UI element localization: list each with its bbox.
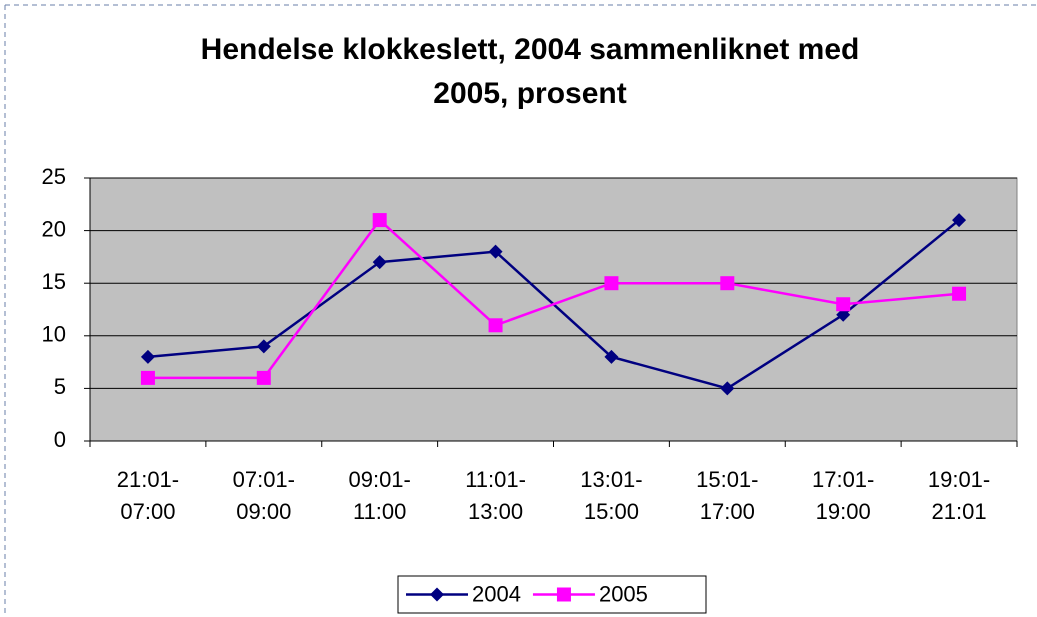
data-point — [488, 318, 503, 333]
data-point — [836, 297, 851, 312]
series-line — [147, 218, 960, 380]
y-tick-label: 5 — [54, 374, 66, 399]
plot-area — [89, 177, 1018, 442]
x-tick-label: 09:01-11:00 — [348, 467, 411, 524]
data-point — [720, 276, 735, 291]
x-tick-label: 17:01-19:00 — [811, 467, 875, 524]
chart-title: Hendelse klokkeslett, 2004 sammenliknet … — [200, 33, 860, 110]
data-point — [256, 339, 271, 354]
x-tick-label: 15:01-17:00 — [696, 467, 759, 524]
x-tick-label: 19:01-21:01 — [927, 467, 991, 524]
legend-marker — [430, 587, 444, 602]
x-tick-label: 13:01-15:00 — [580, 467, 643, 524]
y-tick-label: 0 — [54, 427, 66, 452]
y-tick-label: 20 — [42, 216, 66, 241]
data-point — [604, 276, 619, 291]
legend-label: 2004 — [472, 581, 521, 606]
x-tick-label: 21:01-07:00 — [116, 467, 180, 524]
data-point — [140, 370, 155, 385]
data-point — [140, 349, 155, 364]
y-tick-label: 10 — [42, 322, 66, 347]
legend-marker — [556, 587, 571, 602]
legend-label: 2005 — [599, 581, 648, 606]
y-tick-label: 25 — [42, 164, 66, 189]
data-point — [604, 349, 619, 364]
data-point — [256, 370, 271, 385]
data-point — [952, 286, 967, 301]
x-tick-label: 11:01-13:00 — [465, 467, 526, 524]
data-point — [372, 213, 387, 228]
data-point — [372, 255, 387, 270]
data-point — [952, 213, 967, 228]
data-point — [836, 307, 851, 322]
data-point — [488, 244, 503, 259]
data-point — [720, 381, 735, 396]
x-tick-label: 07:01-09:00 — [232, 467, 295, 524]
y-tick-label: 15 — [42, 269, 66, 294]
